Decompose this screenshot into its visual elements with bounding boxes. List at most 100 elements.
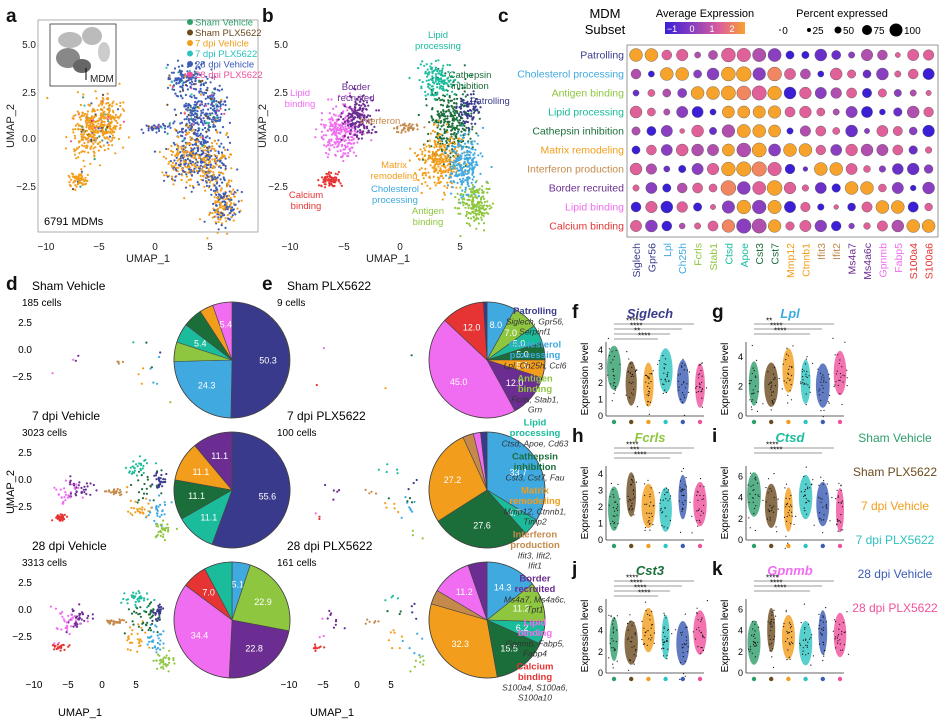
umap-point [458,178,462,181]
subpanel-point [322,347,325,350]
subpanel-point [400,516,403,519]
umap-point [206,163,210,166]
umap-point [366,127,369,130]
umap-point [354,126,357,129]
umap-point [92,123,95,126]
umap-point [112,100,115,103]
subpanel-point [156,667,159,670]
umap-point [190,129,193,132]
violin-point [786,353,788,355]
subpanel-point [153,645,157,648]
dot [752,67,766,81]
umap-point [205,75,208,78]
umap-point [227,136,230,139]
umap-point [225,202,228,205]
umap-point [192,169,195,172]
dot [677,182,688,194]
subpanel-point [415,617,418,620]
umap-point [183,153,186,156]
umap-point [225,133,228,136]
subpanel-point [134,603,137,607]
umap-point [440,145,443,148]
umap-point [236,168,239,171]
umap-point [356,109,359,112]
umap-point [439,180,442,184]
umap-point [221,155,224,158]
umap-point [430,85,433,88]
umap-point [99,145,102,148]
panel-b-points [314,59,494,238]
dot [676,49,689,62]
subset-title: recruited [515,584,556,595]
dot [800,68,811,80]
violin-point [666,376,668,378]
dot [662,183,672,193]
dot [767,200,782,214]
umap-point [457,201,460,204]
umap-point [334,133,337,136]
subpanel-point [162,533,165,536]
violin-point [683,381,685,383]
pct-legend-label: 50 [843,26,855,37]
umap-point [445,141,448,144]
umap-point [205,184,208,187]
subpanel-point [158,355,161,359]
panel-letter-c: c [498,6,509,27]
violin-point [772,373,775,375]
umap-point [207,151,210,154]
violin-point [774,378,776,380]
umap-point [233,195,236,198]
umap-point [213,166,216,169]
umap-point [192,186,195,189]
umap-point [440,69,444,72]
violin-point [664,379,666,381]
umap-point [487,212,490,215]
dot [768,105,782,119]
subpanel-point [162,667,165,670]
umap-point [110,120,113,123]
umap-point [469,151,472,154]
subpanel-point [84,488,87,491]
violin-point [772,403,774,405]
subpanel-point [141,629,144,632]
umap-point [217,171,221,174]
subpanel-point [137,597,140,600]
umap-point [206,89,209,92]
subpanel-point [127,510,130,513]
subpanel-point [85,482,88,485]
umap-point [357,116,361,119]
umap-point [145,124,148,127]
subpanel-point [113,622,116,625]
dot [907,105,920,119]
umap-point [226,217,230,220]
umap-point [226,213,229,217]
violin-point [828,378,831,380]
umap-point [225,96,229,99]
umap-point [438,97,441,100]
umap-point [222,172,225,175]
umap-point [93,158,96,161]
umap-point [80,172,83,175]
violin-point [631,362,633,364]
umap-point [174,128,177,131]
dot [832,127,841,135]
subpanel-point [384,502,387,505]
umap-point [475,227,478,230]
umap-point [395,130,399,134]
umap-point [196,110,199,113]
dot [785,50,795,60]
dot [767,48,782,62]
umap-point [332,177,335,180]
umap-point [423,126,426,129]
umap-point [214,191,217,195]
umap-point [445,158,448,161]
subset-genes: Tpt1 [526,605,543,615]
umap-point [337,144,340,147]
umap-point [177,147,180,150]
dotplot-title-line1: MDM [589,6,620,21]
umap-point [365,116,368,119]
subpanel-point [74,616,78,619]
umap-point [342,128,345,131]
dot [814,87,827,99]
umap-point [439,111,443,114]
